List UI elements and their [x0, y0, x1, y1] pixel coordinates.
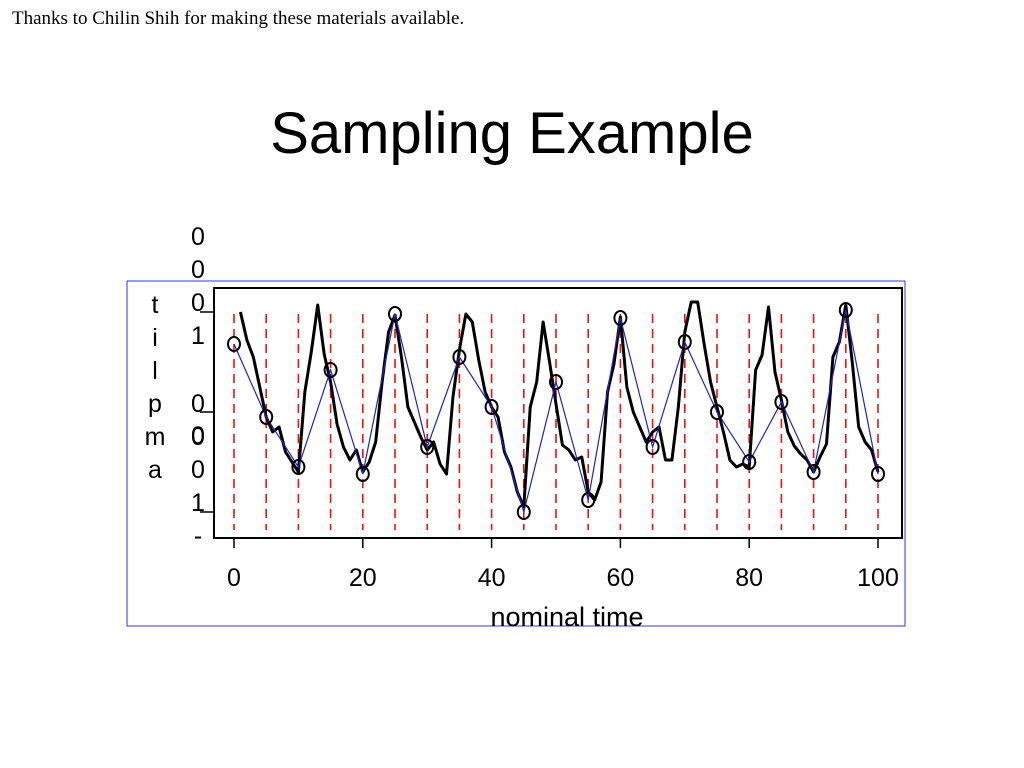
- sample-lines: [233, 314, 879, 530]
- sample-point-11: [581, 492, 596, 508]
- sample-point-20: [871, 466, 885, 482]
- x-tick-label-5: 100: [857, 564, 899, 592]
- y-tick-label-0: -1000: [191, 390, 205, 550]
- x-tick-label-2: 40: [478, 564, 506, 592]
- plot-border: [213, 287, 903, 539]
- sample-point-16: [742, 454, 757, 470]
- x-tick-label-3: 60: [606, 564, 634, 592]
- sample-point-10: [549, 374, 563, 390]
- chart-frame: [126, 280, 906, 627]
- sample-point-14: [677, 334, 692, 350]
- sample-point-8: [484, 399, 499, 415]
- y-axis-label: amplit: [145, 291, 166, 484]
- series-line-sampled: [233, 309, 879, 515]
- sample-point-13: [645, 439, 660, 455]
- series-group: [233, 300, 880, 515]
- sample-point-6: [420, 439, 435, 455]
- sample-point-5: [388, 306, 402, 322]
- x-tick-label-4: 80: [735, 564, 763, 592]
- y-axis-label-text: amplit: [145, 291, 166, 484]
- x-tick-label-0: 0: [227, 564, 241, 592]
- sample-point-1: [259, 409, 274, 425]
- x-axis-label: nominal time: [490, 602, 643, 632]
- sample-point-18: [806, 464, 821, 480]
- sample-point-0: [227, 336, 241, 352]
- sample-point-15: [710, 404, 724, 420]
- sample-markers: [227, 302, 885, 520]
- sample-point-7: [452, 349, 467, 365]
- sample-point-19: [838, 302, 853, 318]
- y-tick-label-1: 0: [191, 422, 205, 450]
- sample-point-4: [355, 466, 370, 482]
- sample-point-17: [774, 394, 789, 410]
- sample-point-2: [291, 459, 306, 475]
- sample-point-12: [613, 310, 628, 326]
- x-tick-label-1: 20: [349, 564, 377, 592]
- sample-point-9: [516, 504, 531, 520]
- y-tick-label-2: 1000: [191, 223, 205, 350]
- credit-note: Thanks to Chilin Shih for making these m…: [12, 8, 465, 29]
- series-line-original: [238, 300, 880, 509]
- x-axis: 0 20 40 60 80 100: [227, 538, 899, 592]
- slide-title: Sampling Example: [270, 101, 754, 166]
- sample-point-3: [323, 362, 338, 378]
